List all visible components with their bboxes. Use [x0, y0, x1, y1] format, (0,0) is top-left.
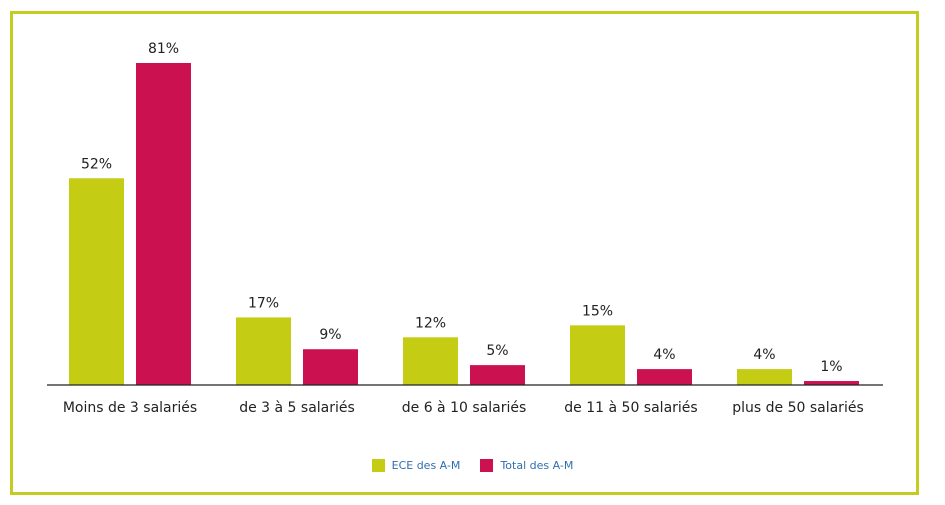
legend-item-ece: ECE des A-M — [371, 458, 461, 472]
value-label-total-11-50: 4% — [653, 347, 675, 363]
bar-total-6-10 — [470, 365, 525, 385]
legend-label-total: Total des A-M — [500, 458, 574, 472]
legend-swatch-ece — [371, 458, 385, 472]
legend-swatch-total — [480, 458, 494, 472]
chart-frame — [10, 11, 919, 495]
value-label-ece-3-5: 17% — [248, 295, 279, 311]
legend-item-total: Total des A-M — [480, 458, 574, 472]
value-label-ece-11-50: 15% — [582, 303, 613, 319]
value-label-total-moins-3: 81% — [148, 41, 179, 57]
bar-total-3-5 — [303, 349, 358, 385]
bar-ece-3-5 — [236, 317, 291, 385]
bar-total-moins-3 — [136, 63, 191, 385]
bar-ece-11-50 — [570, 325, 625, 385]
category-label-moins-3: Moins de 3 salariés — [63, 400, 197, 416]
bar-ece-moins-3 — [69, 178, 124, 385]
category-label-11-50: de 11 à 50 salariés — [564, 400, 697, 416]
value-label-ece-6-10: 12% — [415, 315, 446, 331]
category-label-6-10: de 6 à 10 salariés — [402, 400, 527, 416]
value-label-total-6-10: 5% — [486, 343, 508, 359]
category-labels-layer: Moins de 3 salariés de 3 à 5 salariés de 6… — [63, 400, 864, 416]
value-label-ece-moins-3: 52% — [81, 156, 112, 172]
value-label-total-plus-50: 1% — [820, 359, 842, 375]
value-label-total-3-5: 9% — [319, 327, 341, 343]
bar-total-11-50 — [637, 369, 692, 385]
value-label-ece-plus-50: 4% — [753, 347, 775, 363]
bars-layer — [69, 63, 859, 385]
bar-ece-plus-50 — [737, 369, 792, 385]
legend: ECE des A-M Total des A-M — [0, 455, 945, 475]
bar-ece-6-10 — [403, 337, 458, 385]
category-label-3-5: de 3 à 5 salariés — [239, 400, 355, 416]
category-label-plus-50: plus de 50 salariés — [732, 400, 864, 416]
value-labels-layer: 52% 81% 17% 9% 12% 5% 15% 4% 4% 1% — [81, 41, 843, 375]
bar-total-plus-50 — [804, 381, 859, 385]
legend-label-ece: ECE des A-M — [391, 458, 461, 472]
